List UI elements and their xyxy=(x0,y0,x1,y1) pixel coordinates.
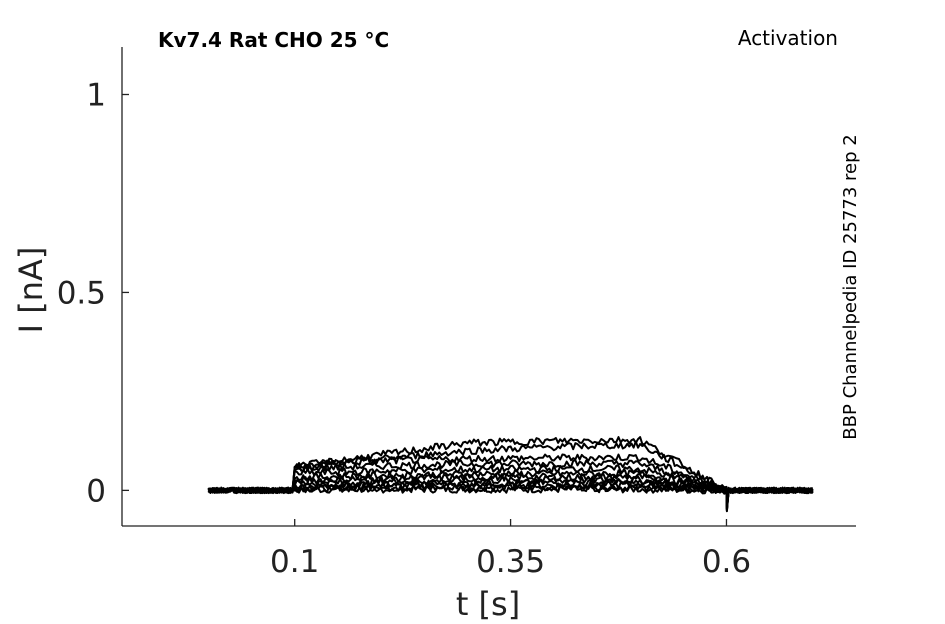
source-label: BBP Channelpedia ID 25773 rep 2 xyxy=(840,134,861,439)
protocol-label: Activation xyxy=(738,26,838,50)
y-ticks: 00.51 xyxy=(57,78,129,509)
current-trace xyxy=(207,436,814,512)
x-ticks: 0.1 0.35 0.6 xyxy=(270,519,751,580)
x-axis-label: t [s] xyxy=(456,585,520,623)
current-traces xyxy=(207,436,814,513)
x-tick-label: 0.35 xyxy=(476,544,545,580)
y-tick-label: 1 xyxy=(86,78,106,114)
x-tick-label: 0.6 xyxy=(702,544,751,580)
y-axis-label: I [nA] xyxy=(12,247,50,334)
current-trace xyxy=(208,440,814,511)
y-tick-label: 0.5 xyxy=(57,275,106,311)
y-tick-label: 0 xyxy=(86,473,106,509)
chart-title: Kv7.4 Rat CHO 25 °C xyxy=(158,28,389,52)
x-tick-label: 0.1 xyxy=(270,544,319,580)
